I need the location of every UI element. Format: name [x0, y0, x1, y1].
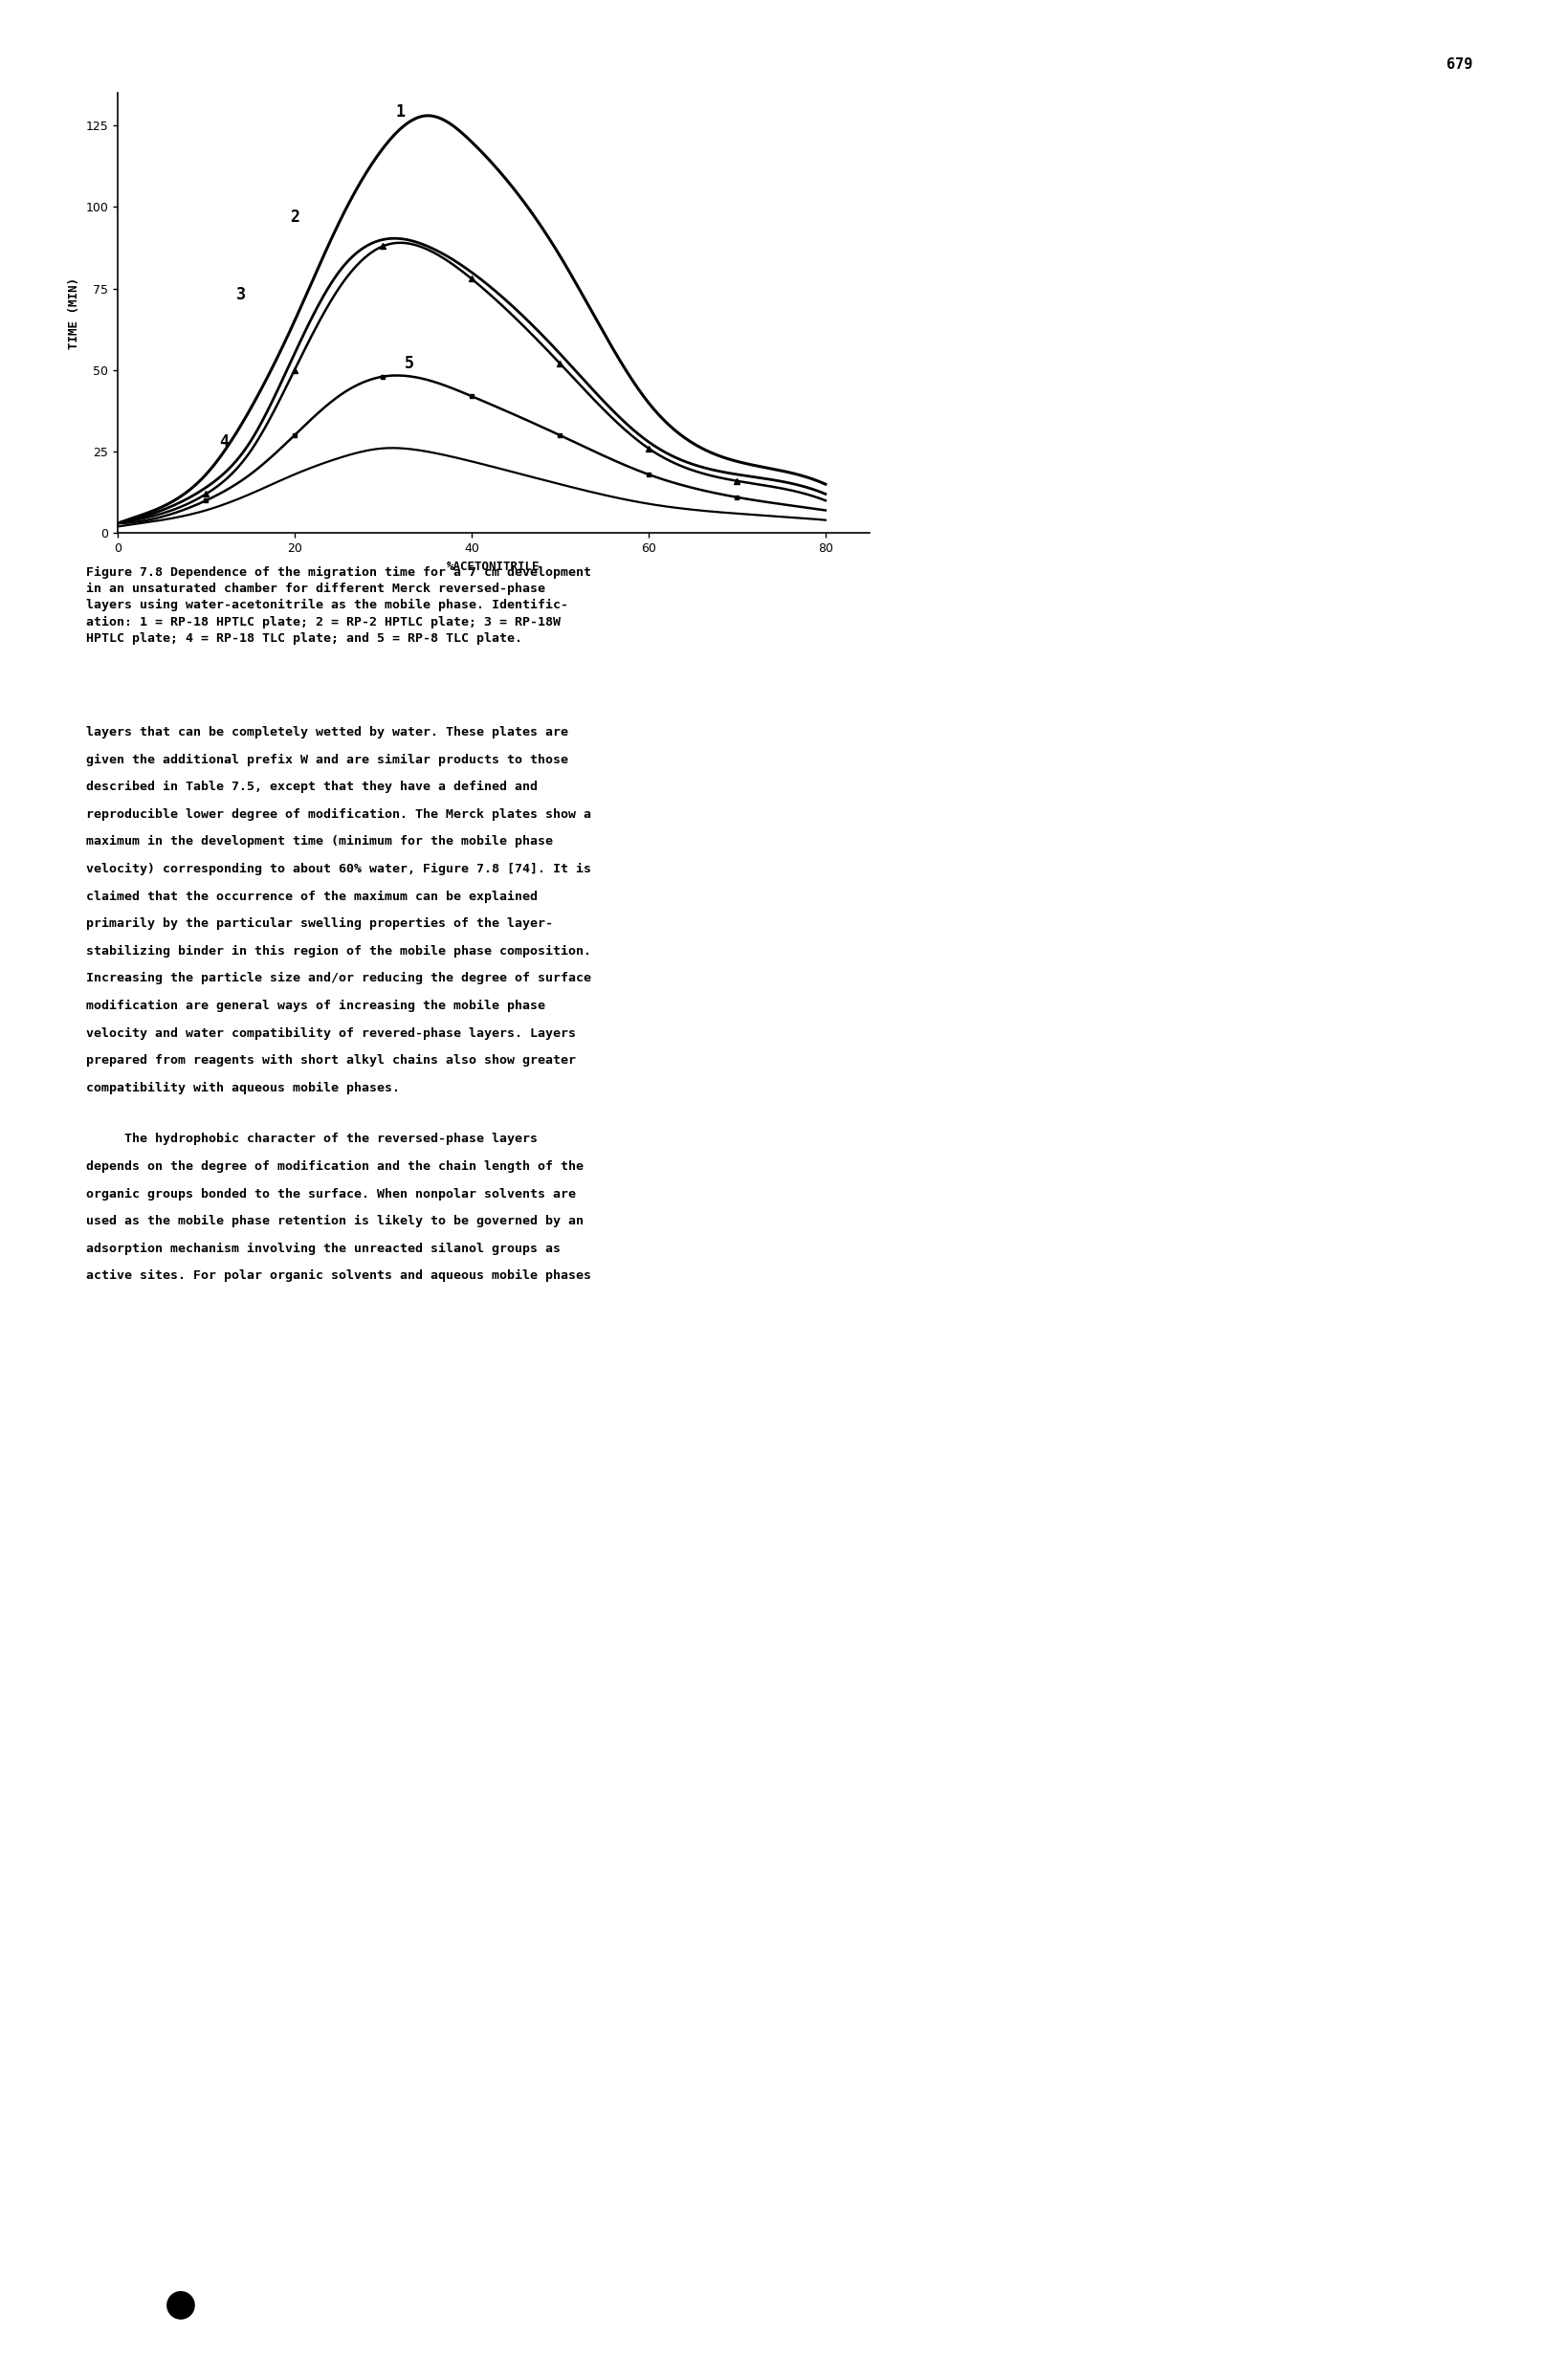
Text: reproducible lower degree of modification. The Merck plates show a: reproducible lower degree of modificatio…	[86, 809, 591, 821]
Text: stabilizing binder in this region of the mobile phase composition.: stabilizing binder in this region of the…	[86, 945, 591, 957]
Text: Increasing the particle size and/or reducing the degree of surface: Increasing the particle size and/or redu…	[86, 973, 591, 985]
Text: described in Table 7.5, except that they have a defined and: described in Table 7.5, except that they…	[86, 781, 537, 793]
Text: organic groups bonded to the surface. When nonpolar solvents are: organic groups bonded to the surface. Wh…	[86, 1188, 577, 1200]
Text: velocity) corresponding to about 60% water, Figure 7.8 [74]. It is: velocity) corresponding to about 60% wat…	[86, 864, 591, 876]
Text: velocity and water compatibility of revered-phase layers. Layers: velocity and water compatibility of reve…	[86, 1028, 577, 1040]
Text: maximum in the development time (minimum for the mobile phase: maximum in the development time (minimum…	[86, 835, 553, 847]
Text: 2: 2	[290, 207, 299, 226]
Text: depends on the degree of modification and the chain length of the: depends on the degree of modification an…	[86, 1161, 583, 1173]
Text: 5: 5	[404, 355, 414, 371]
X-axis label: %ACETONITRILE: %ACETONITRILE	[447, 559, 541, 574]
Text: modification are general ways of increasing the mobile phase: modification are general ways of increas…	[86, 1000, 545, 1012]
Text: claimed that the occurrence of the maximum can be explained: claimed that the occurrence of the maxim…	[86, 890, 537, 902]
Text: prepared from reagents with short alkyl chains also show greater: prepared from reagents with short alkyl …	[86, 1054, 577, 1066]
Text: 3: 3	[237, 286, 246, 305]
Text: primarily by the particular swelling properties of the layer-: primarily by the particular swelling pro…	[86, 919, 553, 931]
Text: The hydrophobic character of the reversed-phase layers: The hydrophobic character of the reverse…	[86, 1133, 537, 1145]
Text: active sites. For polar organic solvents and aqueous mobile phases: active sites. For polar organic solvents…	[86, 1271, 591, 1283]
Text: layers that can be completely wetted by water. These plates are: layers that can be completely wetted by …	[86, 726, 569, 738]
Y-axis label: TIME (MIN): TIME (MIN)	[67, 276, 80, 350]
Text: given the additional prefix W and are similar products to those: given the additional prefix W and are si…	[86, 752, 569, 766]
Text: adsorption mechanism involving the unreacted silanol groups as: adsorption mechanism involving the unrea…	[86, 1242, 561, 1254]
Text: ●: ●	[165, 2285, 196, 2323]
Text: 1: 1	[396, 105, 406, 121]
Text: 679: 679	[1446, 57, 1473, 71]
Text: 4: 4	[219, 433, 229, 450]
Text: compatibility with aqueous mobile phases.: compatibility with aqueous mobile phases…	[86, 1081, 400, 1095]
Text: used as the mobile phase retention is likely to be governed by an: used as the mobile phase retention is li…	[86, 1216, 583, 1228]
Text: Figure 7.8 Dependence of the migration time for a 7 cm development
in an unsatur: Figure 7.8 Dependence of the migration t…	[86, 566, 591, 645]
